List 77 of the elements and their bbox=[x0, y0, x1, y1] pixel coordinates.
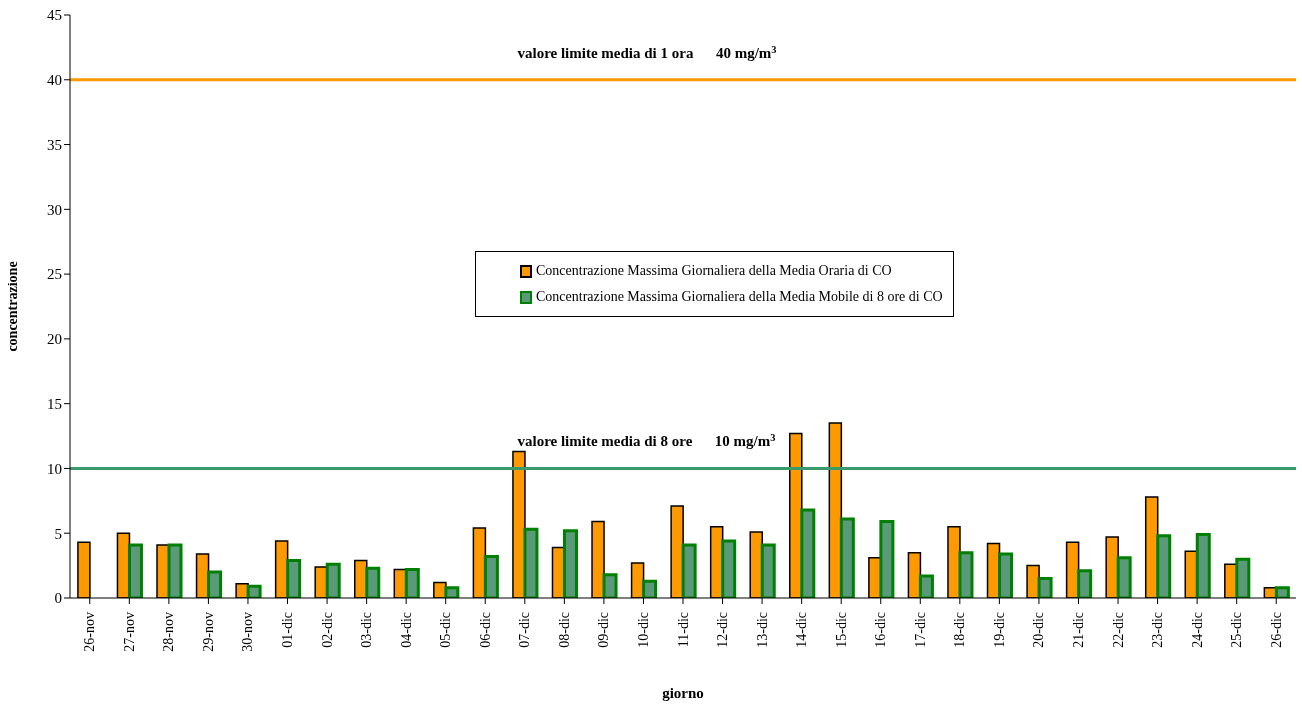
bar bbox=[286, 558, 302, 598]
bar bbox=[444, 586, 460, 598]
x-tick-label: 04-dic bbox=[398, 612, 414, 648]
bar bbox=[1274, 586, 1290, 598]
x-tick-label: 15-dic bbox=[833, 612, 849, 648]
bar bbox=[404, 568, 420, 598]
bar bbox=[958, 551, 974, 598]
x-tick-label: 07-dic bbox=[517, 612, 533, 648]
bar bbox=[1235, 557, 1251, 598]
y-tick-label: 35 bbox=[47, 136, 62, 153]
x-tick-label: 26-dic bbox=[1268, 612, 1284, 648]
x-tick-label: 06-dic bbox=[477, 612, 493, 648]
y-tick-label: 10 bbox=[47, 460, 62, 477]
bar bbox=[681, 543, 697, 598]
x-tick-label: 08-dic bbox=[556, 612, 572, 648]
x-tick-label: 29-nov bbox=[200, 612, 216, 652]
bar bbox=[325, 562, 341, 598]
bar bbox=[246, 584, 262, 598]
bar bbox=[800, 508, 816, 598]
x-axis-title: giorno bbox=[662, 685, 704, 701]
bar bbox=[1156, 534, 1172, 598]
bar bbox=[365, 566, 381, 598]
y-tick-label: 15 bbox=[47, 395, 62, 412]
x-tick-label: 03-dic bbox=[359, 612, 375, 648]
legend-label: Concentrazione Massima Giornaliera della Media Mobile di 8 ore di CO bbox=[536, 289, 943, 305]
bar bbox=[562, 529, 578, 598]
x-tick-label: 01-dic bbox=[280, 612, 296, 648]
bar bbox=[483, 555, 499, 598]
x-tick-label: 27-nov bbox=[121, 612, 137, 652]
x-tick-label: 22-dic bbox=[1110, 612, 1126, 648]
bar bbox=[167, 543, 183, 598]
bar bbox=[721, 539, 737, 598]
bar bbox=[642, 579, 658, 598]
bar bbox=[602, 573, 618, 598]
x-tick-label: 14-dic bbox=[794, 612, 810, 648]
y-tick-label: 25 bbox=[47, 266, 62, 283]
bar bbox=[1116, 556, 1132, 598]
x-tick-label: 21-dic bbox=[1070, 612, 1086, 648]
x-tick-label: 18-dic bbox=[952, 612, 968, 648]
y-tick-label: 30 bbox=[47, 201, 62, 218]
y-tick-label: 40 bbox=[47, 72, 62, 89]
x-tick-label: 17-dic bbox=[912, 612, 928, 648]
bar bbox=[207, 570, 223, 598]
bar bbox=[879, 520, 895, 598]
legend-label: Concentrazione Massima Giornaliera della Media Oraria di CO bbox=[536, 263, 892, 279]
x-tick-label: 23-dic bbox=[1150, 612, 1166, 648]
x-tick-label: 28-nov bbox=[161, 612, 177, 652]
x-tick-label: 19-dic bbox=[991, 612, 1007, 648]
x-tick-label: 26-nov bbox=[82, 612, 98, 652]
bar bbox=[1077, 569, 1093, 598]
bar bbox=[523, 527, 539, 598]
y-tick-label: 5 bbox=[54, 525, 62, 542]
y-tick-label: 0 bbox=[54, 590, 62, 607]
x-tick-label: 12-dic bbox=[715, 612, 731, 648]
y-tick-label: 20 bbox=[47, 331, 62, 348]
y-tick-label: 45 bbox=[47, 7, 62, 24]
y-axis-title: concentrazione bbox=[4, 261, 20, 352]
x-tick-label: 20-dic bbox=[1031, 612, 1047, 648]
bar bbox=[760, 543, 776, 598]
bar bbox=[998, 552, 1014, 598]
x-tick-label: 25-dic bbox=[1229, 612, 1245, 648]
x-tick-label: 30-nov bbox=[240, 612, 256, 652]
bar bbox=[918, 574, 934, 598]
ref-line-label: valore limite media di 1 ora 40 mg/m$^{3}$ bbox=[517, 43, 777, 61]
x-tick-label: 09-dic bbox=[596, 612, 612, 648]
x-tick-label: 24-dic bbox=[1189, 612, 1205, 648]
bar bbox=[1037, 577, 1053, 598]
x-tick-label: 13-dic bbox=[754, 612, 770, 648]
x-tick-label: 10-dic bbox=[635, 612, 651, 648]
x-tick-label: 16-dic bbox=[873, 612, 889, 648]
x-tick-label: 05-dic bbox=[438, 612, 454, 648]
x-tick-label: 11-dic bbox=[675, 612, 691, 648]
bar bbox=[839, 517, 855, 598]
x-tick-label: 02-dic bbox=[319, 612, 335, 648]
ref-line-label: valore limite media di 8 ore 10 mg/m$^{3}$ bbox=[517, 431, 776, 450]
bar bbox=[1195, 533, 1211, 598]
bar bbox=[127, 543, 143, 598]
